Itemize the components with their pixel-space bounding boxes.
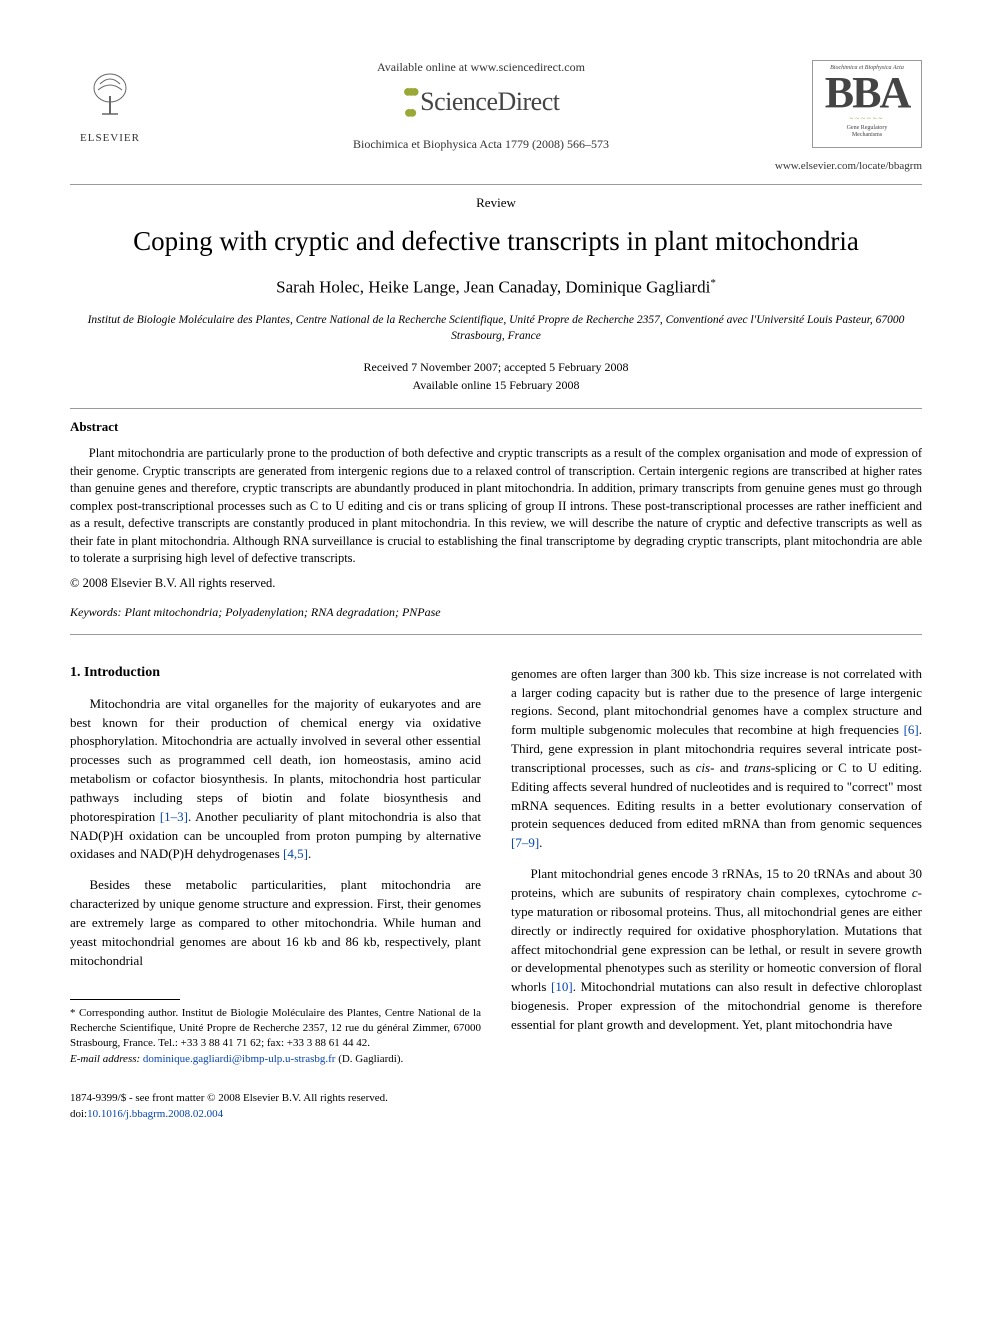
affiliation: Institut de Biologie Moléculaire des Pla…	[70, 312, 922, 344]
keywords-line: Keywords: Plant mitochondria; Polyadenyl…	[70, 605, 922, 620]
section-1-heading: 1. Introduction	[70, 665, 481, 681]
body-columns: 1. Introduction Mitochondria are vital o…	[70, 665, 922, 1067]
left-column: 1. Introduction Mitochondria are vital o…	[70, 665, 481, 1067]
elsevier-label: ELSEVIER	[80, 132, 140, 144]
footer-doi-line: doi:10.1016/j.bbagrm.2008.02.004	[70, 1107, 388, 1122]
p3-text-c: - and	[710, 760, 744, 775]
post-abstract-rule	[70, 634, 922, 635]
authors-line: Sarah Holec, Heike Lange, Jean Canaday, …	[70, 277, 922, 298]
email-link[interactable]: dominique.gagliardi@ibmp-ulp.u-strasbg.f…	[143, 1053, 336, 1065]
footer-issn-line: 1874-9399/$ - see front matter © 2008 El…	[70, 1091, 388, 1106]
journal-sub2: Mechanisms	[817, 132, 917, 139]
article-title: Coping with cryptic and defective transc…	[70, 225, 922, 257]
intro-p4: Plant mitochondrial genes encode 3 rRNAs…	[511, 865, 922, 1035]
footer-left: 1874-9399/$ - see front matter © 2008 El…	[70, 1091, 388, 1122]
article-type: Review	[70, 195, 922, 211]
journal-abbrev: BBA	[817, 73, 917, 113]
pre-abstract-rule	[70, 408, 922, 409]
corr-marker: *	[710, 277, 716, 289]
intro-p1: Mitochondria are vital organelles for th…	[70, 695, 481, 865]
center-header: Available online at www.sciencedirect.co…	[150, 60, 812, 152]
available-online-date: Available online 15 February 2008	[70, 376, 922, 394]
abstract-text: Plant mitochondria are particularly pron…	[70, 445, 922, 568]
abstract-label: Abstract	[70, 419, 922, 435]
email-label: E-mail address:	[70, 1053, 140, 1065]
p1-text-a: Mitochondria are vital organelles for th…	[70, 696, 481, 824]
ref-10[interactable]: [10]	[551, 979, 573, 994]
article-dates: Received 7 November 2007; accepted 5 Feb…	[70, 358, 922, 394]
available-online-text: Available online at www.sciencedirect.co…	[170, 60, 792, 75]
citation-line: Biochimica et Biophysica Acta 1779 (2008…	[170, 137, 792, 152]
p3-text-e: .	[539, 835, 542, 850]
journal-sub1: Gene Regulatory	[817, 125, 917, 132]
corr-footnote: * Corresponding author. Institut de Biol…	[70, 1006, 481, 1052]
page-footer: 1874-9399/$ - see front matter © 2008 El…	[70, 1091, 922, 1122]
sciencedirect-dots-icon: ● ● ● ● ●	[403, 81, 415, 123]
p4-text-a: Plant mitochondrial genes encode 3 rRNAs…	[511, 866, 922, 900]
elsevier-logo: ELSEVIER	[70, 60, 150, 150]
email-suffix: (D. Gagliardi).	[338, 1053, 403, 1065]
ref-6[interactable]: [6]	[904, 722, 919, 737]
footnote-rule	[70, 999, 180, 1000]
email-footnote: E-mail address: dominique.gagliardi@ibmp…	[70, 1052, 481, 1067]
abstract-copyright: © 2008 Elsevier B.V. All rights reserved…	[70, 576, 922, 591]
intro-p3: genomes are often larger than 300 kb. Th…	[511, 665, 922, 853]
journal-logo: Biochimica et Biophysica Acta BBA ~~~~~~…	[812, 60, 922, 148]
ref-1-3[interactable]: [1–3]	[160, 809, 188, 824]
keywords-label: Keywords:	[70, 605, 122, 619]
p4-text-c: . Mitochondrial mutations can also resul…	[511, 979, 922, 1032]
ref-7-9[interactable]: [7–9]	[511, 835, 539, 850]
keywords-list: Plant mitochondria; Polyadenylation; RNA…	[125, 605, 441, 619]
authors-names: Sarah Holec, Heike Lange, Jean Canaday, …	[276, 278, 710, 297]
received-accepted: Received 7 November 2007; accepted 5 Feb…	[70, 358, 922, 376]
doi-label: doi:	[70, 1108, 87, 1120]
p4-text-b: -type maturation or ribosomal proteins. …	[511, 885, 922, 994]
p1-text-c: .	[308, 846, 311, 861]
sciencedirect-logo: ● ● ● ● ● ScienceDirect	[403, 81, 560, 123]
p3-text-a: genomes are often larger than 300 kb. Th…	[511, 666, 922, 738]
elsevier-tree-icon	[82, 66, 138, 130]
sciencedirect-text: ScienceDirect	[420, 87, 559, 117]
doi-link[interactable]: 10.1016/j.bbagrm.2008.02.004	[87, 1108, 223, 1120]
cis-ital: cis	[696, 760, 710, 775]
right-column: genomes are often larger than 300 kb. Th…	[511, 665, 922, 1067]
website-url: www.elsevier.com/locate/bbagrm	[70, 160, 922, 172]
header-row: ELSEVIER Available online at www.science…	[70, 60, 922, 152]
intro-p2: Besides these metabolic particularities,…	[70, 876, 481, 970]
header-rule	[70, 184, 922, 185]
ref-4-5[interactable]: [4,5]	[283, 846, 308, 861]
trans-ital: trans	[744, 760, 771, 775]
